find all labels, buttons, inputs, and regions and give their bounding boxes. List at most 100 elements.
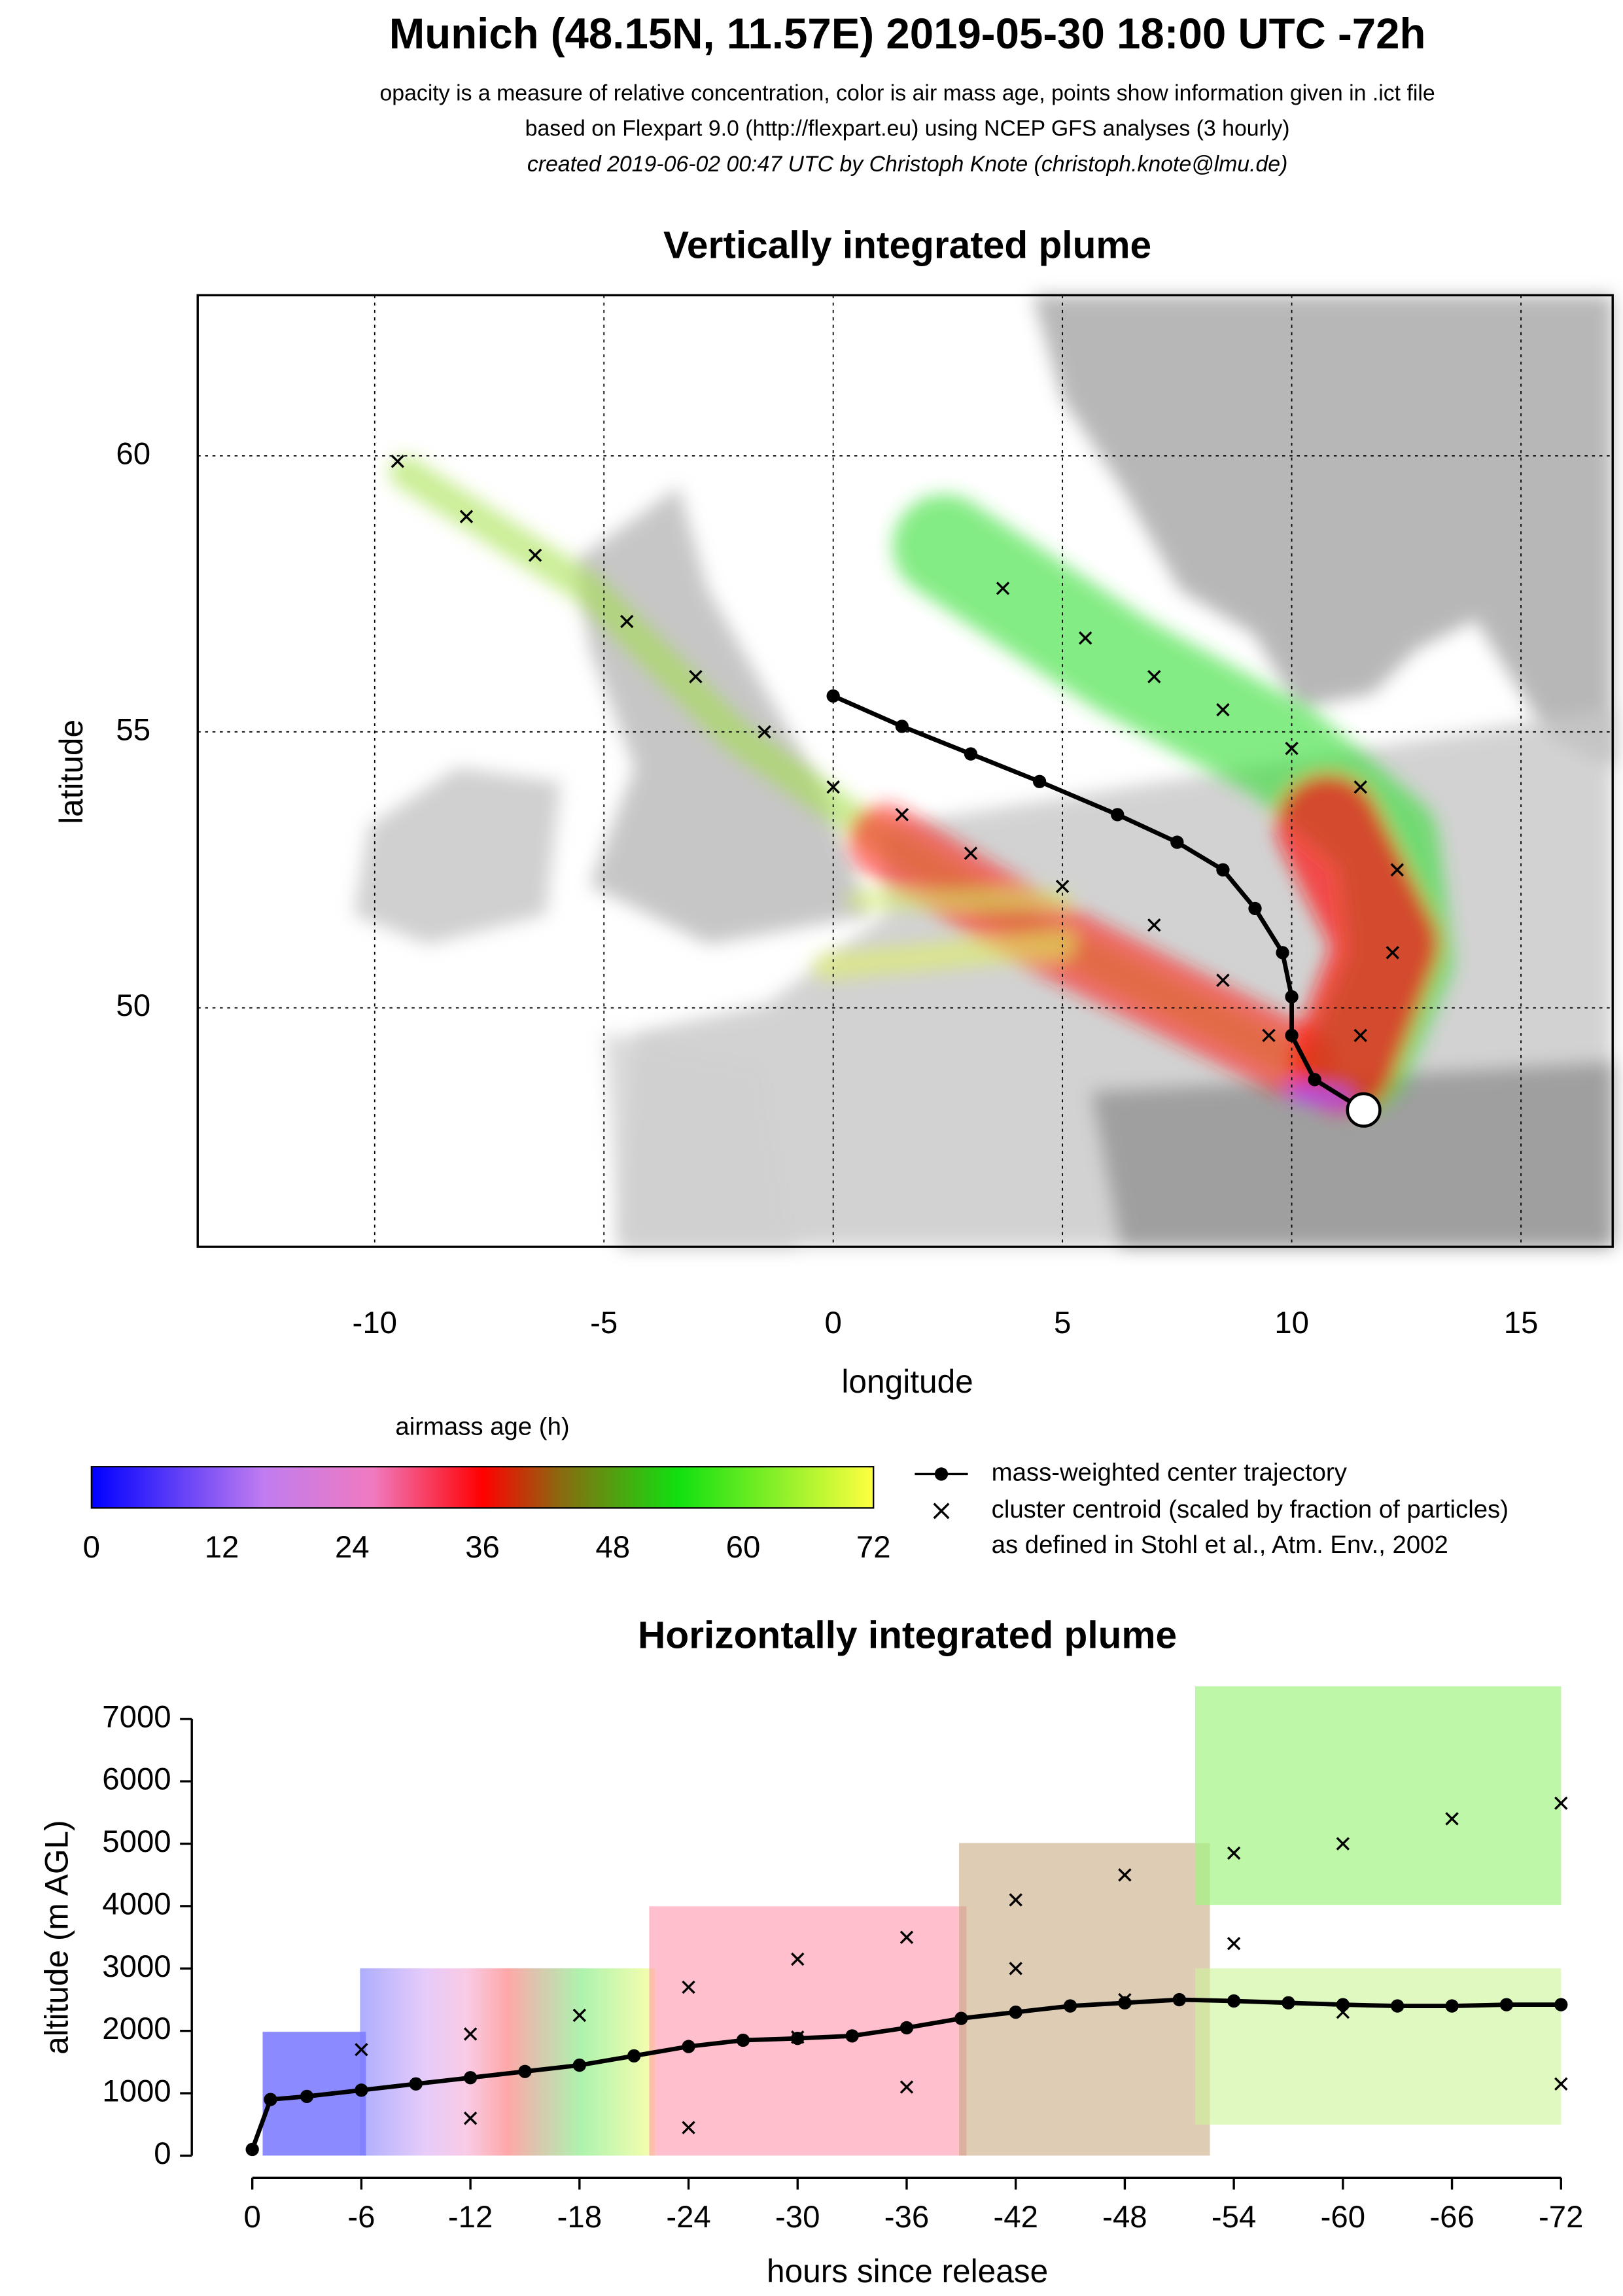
trajectory-point — [463, 2071, 478, 2085]
map-background — [198, 295, 1613, 1247]
cluster-centroid — [1055, 879, 1070, 894]
x-tick-label: -72 — [1539, 2200, 1583, 2235]
trajectory-point — [826, 689, 840, 703]
trajectory-point — [1032, 774, 1047, 788]
x-tick-label: -54 — [1212, 2200, 1256, 2235]
cluster-centroid — [826, 780, 840, 794]
cluster-centroid — [1216, 703, 1230, 717]
legend-label: mass-weighted center trajectory — [992, 1459, 1348, 1487]
x-tick-label: -6 — [347, 2200, 375, 2235]
trajectory-point — [1111, 808, 1125, 822]
cluster-centroid — [899, 2080, 914, 2094]
colorbar-tick-label: 60 — [726, 1530, 761, 1565]
x-tick-label: 0 — [244, 2200, 261, 2235]
trajectory-point — [1391, 1999, 1405, 2013]
legend-dot — [934, 1467, 949, 1481]
x-tick-label: -36 — [884, 2200, 929, 2235]
trajectory-point — [409, 2077, 423, 2091]
cluster-centroid — [1216, 973, 1230, 987]
cluster-centroid — [689, 670, 703, 684]
trajectory-point — [572, 2059, 586, 2072]
trajectory-point — [1170, 835, 1184, 849]
cluster-centroid — [1078, 631, 1092, 645]
trajectory-point — [300, 2089, 314, 2104]
legend-cross — [933, 1503, 950, 1520]
x-tick-label: -42 — [993, 2200, 1038, 2235]
cluster-centroid — [1390, 863, 1405, 877]
cluster-centroid — [355, 2043, 368, 2057]
y-tick-label: 7000 — [102, 1699, 171, 1734]
trajectory-point — [899, 2021, 914, 2035]
colorbar-tick-label: 0 — [83, 1530, 100, 1565]
trajectory-point — [1276, 946, 1289, 960]
cluster-centroid — [1009, 1962, 1022, 1975]
plume-profile — [262, 1686, 1562, 2156]
cluster-centroid — [1445, 1812, 1459, 1826]
trajectory-point — [1118, 1996, 1132, 2009]
cluster-centroid — [1227, 1846, 1241, 1860]
cluster-centroid — [791, 2030, 805, 2044]
trajectory-point — [1063, 1999, 1077, 2013]
chart-title: Vertically integrated plume — [663, 224, 1151, 267]
cluster-centroid — [572, 2008, 587, 2023]
cluster-centroid — [620, 614, 634, 629]
x-tick-label: -30 — [775, 2200, 820, 2235]
subtitle: created 2019-06-02 00:47 UTC by Christop… — [527, 152, 1288, 177]
trajectory-point — [518, 2064, 532, 2078]
y-tick-label: 2000 — [102, 2011, 171, 2046]
x-tick-label: -24 — [666, 2200, 710, 2235]
plume — [389, 456, 1454, 1115]
x-tick-label: -66 — [1429, 2200, 1474, 2235]
trajectory-line — [250, 1997, 1562, 2151]
trajectory-point — [1282, 1996, 1295, 2009]
trajectory-point — [954, 2011, 968, 2025]
cluster-centroid — [1147, 670, 1161, 684]
y-tick-label: 4000 — [102, 1887, 171, 1921]
trajectory-point — [1554, 1998, 1568, 2011]
trajectory-point — [1285, 1028, 1299, 1043]
trajectory-point — [245, 2142, 259, 2157]
trajectory-point — [1009, 2005, 1022, 2019]
colorbar — [90, 1466, 875, 1509]
trajectory-point — [1285, 990, 1299, 1004]
colorbar-tick-label: 12 — [205, 1530, 239, 1565]
chart-title: Horizontally integrated plume — [638, 1614, 1177, 1656]
trajectory-point — [1227, 1994, 1241, 2008]
trajectory-point — [264, 2093, 277, 2106]
x-tick-label: 0 — [825, 1306, 842, 1340]
cluster-centroid — [1147, 918, 1161, 932]
cluster-centroid — [1554, 2077, 1568, 2091]
subtitle: based on Flexpart 9.0 (http://flexpart.e… — [525, 116, 1290, 141]
x-tick-label: -5 — [590, 1306, 618, 1340]
x-tick-label: 10 — [1274, 1306, 1309, 1340]
cluster-centroid — [791, 1952, 805, 1966]
trajectory-point — [627, 2049, 641, 2063]
cluster-centroid — [1285, 741, 1299, 756]
x-tick-label: -12 — [448, 2200, 493, 2235]
cluster-centroid — [1554, 1796, 1568, 1810]
cluster-centroid — [758, 725, 771, 739]
cluster-centroid — [459, 510, 474, 523]
colorbar-tick-label: 48 — [595, 1530, 630, 1565]
y-tick-label: 55 — [116, 712, 150, 747]
x-tick-label: -60 — [1321, 2200, 1365, 2235]
colorbar-label: airmass age (h) — [395, 1413, 569, 1441]
trajectory-point — [1336, 1998, 1350, 2011]
cluster-centroid — [1353, 780, 1367, 794]
cluster-centroid — [391, 455, 405, 468]
cluster-centroid — [1386, 946, 1399, 960]
cluster-centroid — [463, 2112, 478, 2125]
page-title: Munich (48.15N, 11.57E) 2019-05-30 18:00… — [389, 10, 1426, 58]
trajectory-point — [682, 2040, 695, 2053]
trajectory-point — [1499, 1998, 1514, 2011]
cluster-centroid — [682, 2121, 695, 2134]
x-axis-label: hours since release — [767, 2253, 1048, 2289]
legend-label: cluster centroid (scaled by fraction of … — [992, 1495, 1509, 1523]
y-tick-label: 0 — [154, 2136, 171, 2171]
trajectory-point — [964, 747, 978, 761]
cluster-centroid — [895, 808, 909, 822]
colorbar-tick-label: 36 — [465, 1530, 500, 1565]
y-tick-label: 60 — [116, 436, 150, 471]
cluster-centroid — [1118, 1992, 1132, 2007]
cluster-centroid — [528, 548, 542, 563]
